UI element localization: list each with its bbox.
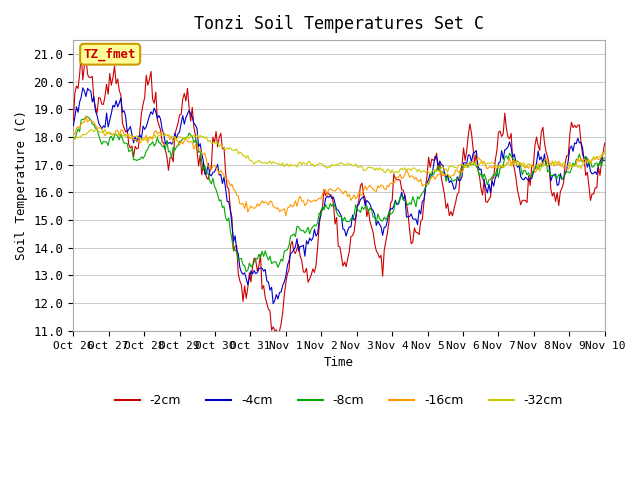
Legend: -2cm, -4cm, -8cm, -16cm, -32cm: -2cm, -4cm, -8cm, -16cm, -32cm: [110, 389, 568, 412]
Y-axis label: Soil Temperature (C): Soil Temperature (C): [15, 110, 28, 261]
Text: TZ_fmet: TZ_fmet: [84, 48, 136, 61]
X-axis label: Time: Time: [324, 356, 354, 369]
Title: Tonzi Soil Temperatures Set C: Tonzi Soil Temperatures Set C: [194, 15, 484, 33]
